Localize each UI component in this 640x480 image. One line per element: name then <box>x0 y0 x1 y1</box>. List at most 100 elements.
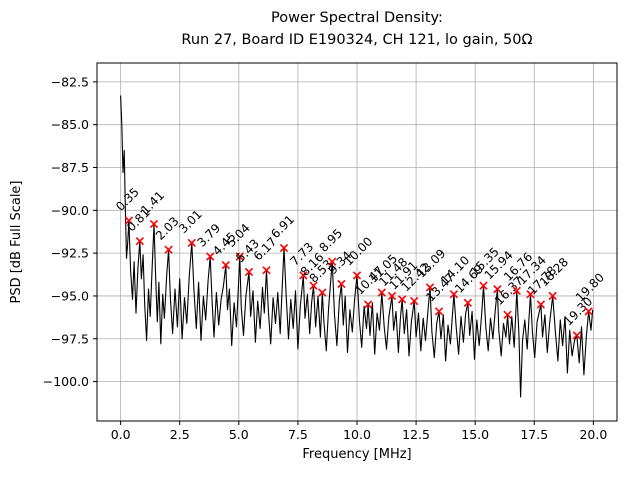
peak-marker-stroke <box>536 300 546 309</box>
peak-marker-stroke <box>309 281 318 290</box>
y-tick-label: −100.0 <box>43 374 89 389</box>
chart-title-line1: Power Spectral Density: <box>271 10 443 26</box>
x-tick-label: 2.5 <box>170 427 190 442</box>
peak-marker-stroke <box>135 236 144 246</box>
peak-marker <box>434 307 444 316</box>
peak-marker-stroke <box>149 219 159 229</box>
peak-marker-stroke <box>363 300 373 309</box>
peak-marker-stroke <box>512 286 521 295</box>
y-tick-label: −87.5 <box>51 160 89 175</box>
peak-marker-stroke <box>397 295 407 304</box>
y-tick-label: −95.0 <box>51 288 89 303</box>
peak-marker <box>352 271 362 280</box>
peak-marker-stroke <box>279 243 289 253</box>
peak-marker-stroke <box>387 291 397 301</box>
peak-marker <box>235 252 244 261</box>
peak-marker <box>377 288 386 297</box>
peak-marker-stroke <box>337 279 346 289</box>
x-tick-label: 20.0 <box>579 427 607 442</box>
y-axis-label: PSD [dB Full Scale] <box>9 180 24 303</box>
peak-marker <box>584 307 593 316</box>
peak-marker <box>479 281 488 290</box>
peak-marker <box>449 290 459 299</box>
peak-marker <box>262 266 271 275</box>
peak-marker <box>526 290 535 299</box>
peak-annotation: 8.95 <box>316 226 345 255</box>
peak-marker <box>244 267 254 277</box>
x-tick-label: 15.0 <box>461 427 489 442</box>
peak-marker-stroke <box>244 267 254 277</box>
psd-curve <box>120 95 594 398</box>
y-tick-label: −90.0 <box>51 203 89 218</box>
x-axis-label: Frequency [MHz] <box>302 447 411 462</box>
peak-marker <box>279 243 289 253</box>
peak-marker <box>512 286 521 295</box>
y-tick-label: −82.5 <box>51 74 89 89</box>
y-tick-label: −92.5 <box>51 246 89 261</box>
peak-marker-stroke <box>449 290 459 299</box>
peak-marker <box>463 298 473 307</box>
peak-marker-stroke <box>463 298 473 307</box>
peak-marker-stroke <box>410 296 419 306</box>
peak-marker <box>135 236 144 246</box>
x-tick-label: 7.5 <box>288 427 308 442</box>
peak-marker <box>493 284 502 294</box>
peak-marker-stroke <box>479 281 488 290</box>
peak-marker <box>387 291 397 301</box>
peak-marker-stroke <box>187 238 196 248</box>
peak-marker <box>397 295 407 304</box>
x-tick-label: 12.5 <box>402 427 430 442</box>
peak-marker-stroke <box>572 331 581 340</box>
peak-marker <box>124 216 134 225</box>
peak-marker <box>503 310 512 319</box>
peak-marker <box>299 271 308 280</box>
peak-marker-stroke <box>425 283 435 292</box>
peak-marker <box>425 283 435 292</box>
peak-marker <box>309 281 318 290</box>
peak-marker-stroke <box>434 307 444 316</box>
peak-marker-stroke <box>493 284 502 294</box>
y-tick-label: −85.0 <box>51 117 89 132</box>
peak-marker <box>149 219 159 229</box>
peak-marker <box>328 257 337 266</box>
peak-marker <box>536 300 546 309</box>
x-tick-label: 5.0 <box>229 427 249 442</box>
peak-annotation: 3.01 <box>176 207 205 236</box>
peak-marker <box>187 238 196 248</box>
peak-marker-stroke <box>352 271 362 280</box>
peak-marker-stroke <box>206 252 215 261</box>
y-tick-label: −97.5 <box>51 331 89 346</box>
x-tick-label: 17.5 <box>520 427 548 442</box>
peak-marker-stroke <box>526 290 535 299</box>
peak-marker-stroke <box>584 307 593 316</box>
axes-layer: 0.0 2.5 5.0 7.5 10.0 12.5 15.0 17.5 20.0 −82.5 −85… <box>43 62 618 442</box>
grid-layer <box>97 63 617 421</box>
peak-marker-stroke <box>124 216 134 225</box>
peak-marker <box>206 252 215 261</box>
peak-marker-stroke <box>503 310 512 319</box>
peak-marker <box>363 300 373 309</box>
peak-marker <box>548 291 557 301</box>
x-tick-label: 10.0 <box>343 427 371 442</box>
peak-marker <box>337 279 346 289</box>
peak-marker-stroke <box>548 291 557 301</box>
peak-marker-stroke <box>377 288 386 297</box>
x-tick-label: 0.0 <box>111 427 131 442</box>
peak-marker-stroke <box>299 271 308 280</box>
peak-marker <box>318 288 327 297</box>
peak-marker-stroke <box>328 257 337 266</box>
peak-marker <box>410 296 419 306</box>
peak-marker <box>572 331 581 340</box>
peak-marker-stroke <box>164 245 173 254</box>
peak-marker <box>164 245 173 254</box>
peak-marker <box>221 260 230 270</box>
peak-annotation: 1.41 <box>138 188 167 217</box>
peak-annotation: 6.91 <box>268 212 297 241</box>
peak-marker-stroke <box>318 288 327 297</box>
data-layer: 0.350.811.412.033.013.794.455.045.436.17… <box>113 95 607 398</box>
chart-title-line2: Run 27, Board ID E190324, CH 121, lo gai… <box>181 32 532 48</box>
peak-marker-stroke <box>235 252 244 261</box>
peak-marker-stroke <box>262 266 271 275</box>
